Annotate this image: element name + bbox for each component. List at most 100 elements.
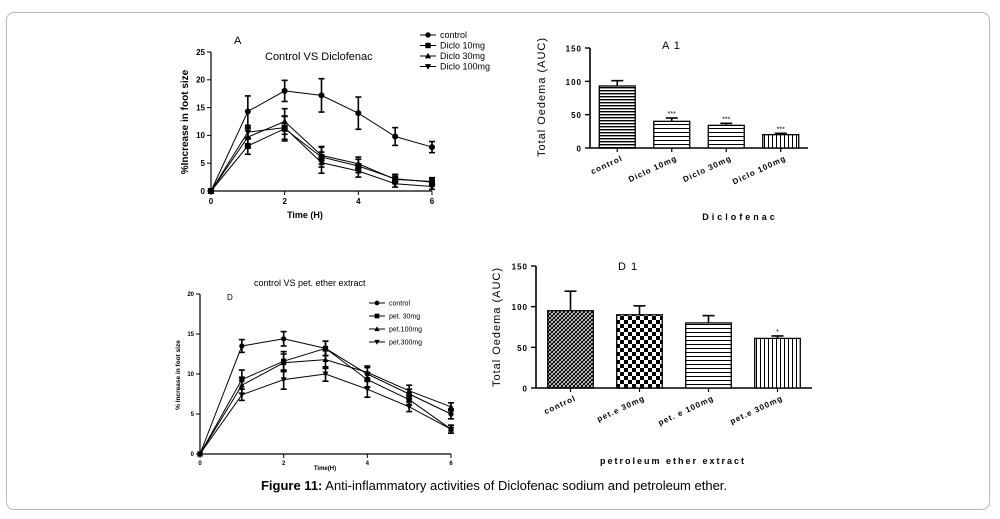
data-point — [238, 392, 245, 398]
x-tick-label: 6 — [430, 197, 435, 206]
x-tick-label: pet.e 30mg — [596, 394, 647, 424]
caption-label: Figure 11: — [260, 478, 323, 493]
bar — [547, 310, 594, 389]
x-tick-label: pet.e 300mg — [729, 394, 785, 426]
y-tick-label: 10 — [187, 372, 194, 378]
significance-mark: * — [776, 329, 779, 336]
panel-d1-bar-chart: D 1 petroleum ether extract Total Oedema… — [491, 261, 812, 466]
x-tick-label: Diclo 10mg — [627, 154, 679, 184]
data-point — [280, 377, 287, 383]
data-point — [322, 356, 329, 362]
legend-marker — [425, 42, 431, 49]
panel-a-ylabel: %Increase in foot size — [180, 69, 191, 174]
legend-label: pet. 30mg — [389, 313, 420, 320]
panel-d-xlabel: Time(H) — [314, 466, 336, 472]
data-point — [391, 181, 399, 188]
panel-a-title: Control VS Diclofenac — [265, 51, 373, 63]
x-tick-label: Diclo 100mg — [731, 154, 787, 187]
series-control — [208, 77, 435, 194]
panel-a1-ylabel: Total Oedema (AUC) — [536, 37, 548, 157]
bar — [754, 337, 801, 389]
y-tick-label: 5 — [191, 412, 195, 418]
y-tick-label: 0 — [577, 145, 582, 154]
y-tick-label: 150 — [512, 263, 528, 272]
panel-d1-ylabel: Total Oedema (AUC) — [491, 267, 503, 387]
figure-caption: Figure 11: Anti-inflammatory activities … — [0, 478, 988, 493]
bar — [762, 134, 800, 149]
data-point — [322, 345, 329, 351]
x-tick-label: 0 — [198, 461, 202, 467]
panel-a1-label: A 1 — [662, 40, 681, 52]
bar — [598, 85, 636, 149]
y-tick-label: 5 — [201, 159, 206, 168]
y-tick-label: 100 — [512, 303, 528, 312]
x-tick-label: Diclo 30mg — [682, 154, 734, 184]
legend-marker — [374, 313, 380, 319]
y-tick-label: 150 — [566, 45, 582, 54]
y-tick-label: 100 — [566, 78, 582, 87]
legend-label: pet.300mg — [389, 339, 422, 346]
legend-label: Diclo 100mg — [440, 62, 490, 72]
legend-label: Diclo 10mg — [440, 41, 485, 51]
panel-d1-xlabel: petroleum ether extract — [600, 456, 746, 466]
caption-text: Anti-inflammatory activities of Diclofen… — [322, 478, 728, 493]
bar — [653, 120, 691, 149]
x-tick-label: control — [589, 154, 624, 177]
data-point — [406, 404, 413, 410]
legend-marker — [374, 326, 380, 332]
series-diclo-30mg — [207, 107, 436, 194]
data-point — [318, 92, 325, 99]
panel-d-title: control VS pet. ether extract — [254, 278, 366, 288]
x-tick-label: control — [543, 394, 578, 417]
series-line — [199, 373, 452, 455]
y-tick-label: 0 — [201, 187, 206, 196]
y-tick-label: 50 — [571, 111, 582, 120]
data-point — [428, 183, 436, 191]
data-point — [364, 369, 371, 375]
x-tick-label: 4 — [356, 197, 361, 206]
data-point — [364, 377, 370, 383]
panel-a-label: A — [234, 35, 242, 47]
panel-a1-bar-chart: A 1 Diclofenac Total Oedema (AUC) 0 50 100… — [536, 37, 808, 222]
data-point — [280, 359, 287, 366]
x-tick-label: 0 — [209, 197, 214, 206]
x-tick-label: 2 — [282, 197, 287, 206]
y-tick-label: 15 — [187, 332, 194, 338]
data-point — [406, 397, 412, 403]
bar — [685, 322, 732, 389]
x-tick-label: 4 — [366, 461, 370, 467]
data-point — [355, 110, 362, 117]
data-point — [354, 168, 362, 175]
legend-marker — [374, 339, 380, 345]
data-point — [429, 144, 435, 151]
bar — [707, 124, 745, 149]
legend-label: pet.100mg — [389, 326, 422, 333]
panel-a-line-chart: A Control VS Diclofenac Time (H) %Increa… — [180, 30, 490, 220]
significance-mark: *** — [777, 126, 785, 133]
legend-label: control — [440, 30, 467, 40]
y-tick-label: 25 — [196, 48, 205, 57]
panel-a1-xlabel: Diclofenac — [702, 212, 778, 222]
data-point — [448, 426, 454, 433]
data-point — [364, 386, 371, 393]
data-point — [406, 387, 413, 394]
x-tick-label: 2 — [282, 461, 286, 467]
y-tick-label: 15 — [196, 103, 205, 112]
data-point — [448, 411, 454, 417]
y-tick-label: 0 — [191, 452, 195, 458]
y-tick-label: 20 — [187, 292, 194, 298]
panel-d1-label: D 1 — [618, 261, 638, 273]
panel-d-ylabel: % Increase in foot size — [175, 340, 182, 410]
y-tick-label: 20 — [196, 76, 205, 85]
significance-mark: *** — [668, 111, 676, 118]
panel-d-line-chart: D control VS pet. ether extract Time(H) … — [175, 278, 454, 472]
data-point — [197, 451, 203, 458]
series-diclo-100mg — [207, 115, 436, 195]
y-tick-label: 10 — [196, 131, 205, 140]
panel-d-label: D — [227, 293, 233, 302]
data-point — [322, 371, 329, 378]
legend-marker — [424, 64, 432, 70]
data-point — [244, 108, 251, 115]
figure-frame — [6, 12, 990, 510]
data-point — [448, 403, 454, 410]
